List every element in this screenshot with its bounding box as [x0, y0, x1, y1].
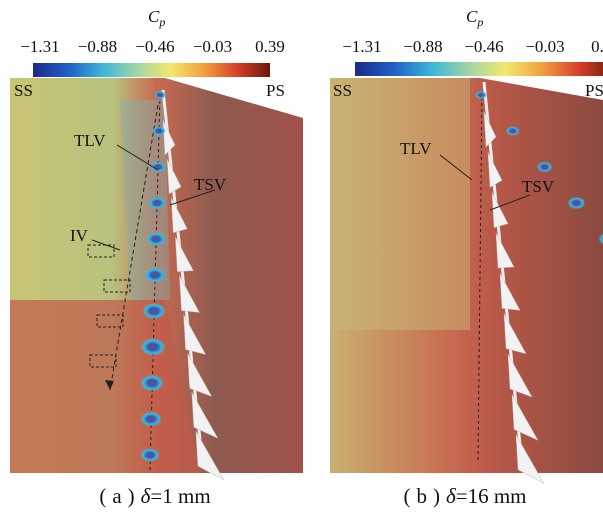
- caption-paren: (: [403, 484, 410, 508]
- caption: (a) δ=1 mm: [99, 484, 210, 508]
- colorbar-tick-label: 0.39: [255, 37, 285, 56]
- vortex-core: [150, 161, 166, 173]
- colorbar-title: Cp: [466, 7, 483, 29]
- caption-value: =16 mm: [456, 484, 527, 508]
- caption-letter: b: [416, 484, 427, 508]
- caption-value: =1 mm: [150, 484, 210, 508]
- blade-tip: [175, 236, 194, 272]
- iv-box: [87, 244, 115, 258]
- label-iv: IV: [70, 226, 89, 245]
- vortex-core: [536, 161, 553, 173]
- colorbar: [33, 63, 270, 77]
- vortex-core: [140, 411, 162, 427]
- panel-b: [330, 78, 603, 473]
- colorbar-tick-label: −1.31: [342, 37, 381, 56]
- iv-box: [103, 279, 131, 293]
- blade-tip: [195, 430, 225, 481]
- surface-contour: [330, 78, 470, 330]
- vortex-core: [152, 126, 166, 136]
- vortex-core: [146, 232, 166, 246]
- label-tsv: TSV: [522, 177, 555, 196]
- colorbar: [355, 62, 603, 76]
- blade-tip: [503, 313, 527, 355]
- vortex-core: [140, 374, 164, 392]
- arrow-head: [105, 380, 114, 390]
- colorbar-tick-label: −0.03: [193, 37, 232, 56]
- caption-symbol: δ: [141, 484, 152, 508]
- vortex-core: [475, 90, 487, 100]
- label-ps: PS: [585, 81, 603, 100]
- caption: (b) δ=16 mm: [403, 484, 526, 508]
- blade-tip: [507, 353, 533, 398]
- decoration: [87, 81, 603, 485]
- iv-box: [89, 354, 117, 368]
- colorbar-tick-label: −0.88: [78, 37, 117, 56]
- colorbar-tick-label: −1.31: [20, 37, 59, 56]
- colorbar-tick-label: −0.46: [464, 37, 503, 56]
- vortex-core: [144, 267, 166, 283]
- vortex-core: [505, 126, 520, 136]
- vortex-trajectory: [477, 89, 483, 461]
- vortex-core: [148, 196, 166, 210]
- blade-tip: [179, 275, 200, 313]
- colorbar-tick-label: −0.46: [135, 37, 174, 56]
- caption-symbol: δ: [446, 484, 457, 508]
- label-tlv: TLV: [74, 131, 106, 150]
- caption-paren: (: [99, 484, 106, 508]
- vortex-core: [140, 448, 160, 462]
- blade-tip: [166, 158, 182, 195]
- leader-line: [91, 144, 531, 251]
- vortex-core: [142, 302, 166, 320]
- blade-tip: [487, 152, 503, 188]
- caption-paren: ): [128, 484, 135, 508]
- blade-tip: [499, 273, 521, 311]
- vortex-core: [598, 233, 603, 245]
- colorbar-tick-label: 0.39: [591, 37, 603, 56]
- caption-letter: a: [112, 484, 122, 508]
- blade-tip: [170, 197, 188, 234]
- label-ss: SS: [14, 81, 33, 100]
- blade-tip: [191, 392, 219, 439]
- symbol: C: [148, 7, 160, 26]
- label-tlv: TLV: [400, 139, 432, 158]
- blade-tip: [162, 119, 176, 156]
- low-pressure-region: [120, 100, 170, 300]
- blade-tip: [183, 314, 207, 355]
- colorbar-tick-label: −0.88: [403, 37, 442, 56]
- blade-tip: [515, 434, 545, 485]
- colorbar-title: Cp: [148, 7, 165, 29]
- vortex-core: [140, 337, 166, 357]
- subscript: p: [158, 15, 165, 29]
- symbol: C: [466, 7, 478, 26]
- iv-box: [96, 314, 124, 328]
- subscript: p: [476, 15, 483, 29]
- blade-tip: [491, 192, 509, 228]
- caption-paren: ): [433, 484, 440, 508]
- colorbar-tick-label: −0.03: [525, 37, 564, 56]
- blade-tip: [483, 111, 497, 148]
- blade-tip: [511, 394, 539, 441]
- iv-trajectory: [109, 104, 159, 391]
- blade-tip: [187, 353, 213, 397]
- label-tsv: TSV: [194, 175, 227, 194]
- label-ss: SS: [333, 81, 352, 100]
- vortex-core: [154, 90, 166, 100]
- blade-tip: [495, 232, 515, 269]
- label-ps: PS: [266, 81, 285, 100]
- vortex-core: [567, 196, 586, 210]
